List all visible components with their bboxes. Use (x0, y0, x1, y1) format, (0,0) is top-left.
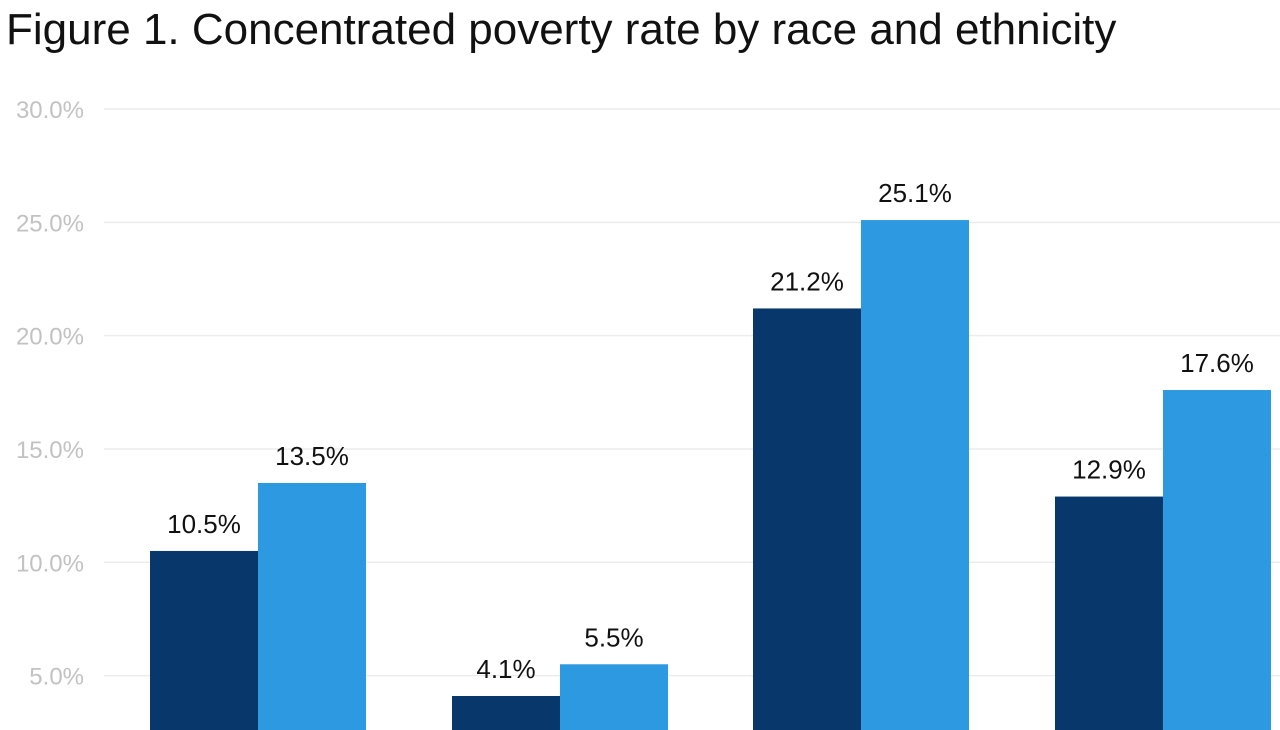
data-labels: 10.5% 4.1% 21.2% 12.9% 13.5% 5.5% 25.1% 17.6% (167, 178, 1254, 684)
y-tick-label: 25.0% (16, 210, 84, 237)
data-label: 12.9% (1072, 455, 1146, 485)
y-axis-tick-labels: 5.0% 10.0% 15.0% 20.0% 25.0% 30.0% (16, 97, 84, 691)
bar-series-1-group-4 (1055, 496, 1163, 730)
bar-series-1-group-2 (452, 696, 560, 730)
chart-title: Figure 1. Concentrated poverty rate by r… (6, 5, 1117, 54)
bar-series-2-group-1 (258, 482, 366, 730)
data-label: 4.1% (476, 654, 535, 684)
data-label: 10.5% (167, 509, 241, 539)
data-label: 5.5% (584, 622, 643, 652)
data-label: 17.6% (1180, 348, 1254, 378)
y-tick-label: 10.0% (16, 550, 84, 577)
bar-series-2-group-4 (1163, 390, 1271, 730)
y-tick-label: 5.0% (29, 664, 84, 691)
bar-series-2-group-3 (861, 220, 969, 730)
y-tick-label: 30.0% (16, 97, 84, 124)
bars (150, 220, 1271, 730)
y-tick-label: 20.0% (16, 324, 84, 351)
data-label: 21.2% (770, 266, 844, 296)
data-label: 13.5% (275, 441, 349, 471)
y-tick-label: 15.0% (16, 437, 84, 464)
bar-series-2-group-2 (560, 664, 668, 730)
bar-series-1-group-1 (150, 550, 258, 730)
bar-series-1-group-3 (753, 308, 861, 730)
data-label: 25.1% (878, 178, 952, 208)
